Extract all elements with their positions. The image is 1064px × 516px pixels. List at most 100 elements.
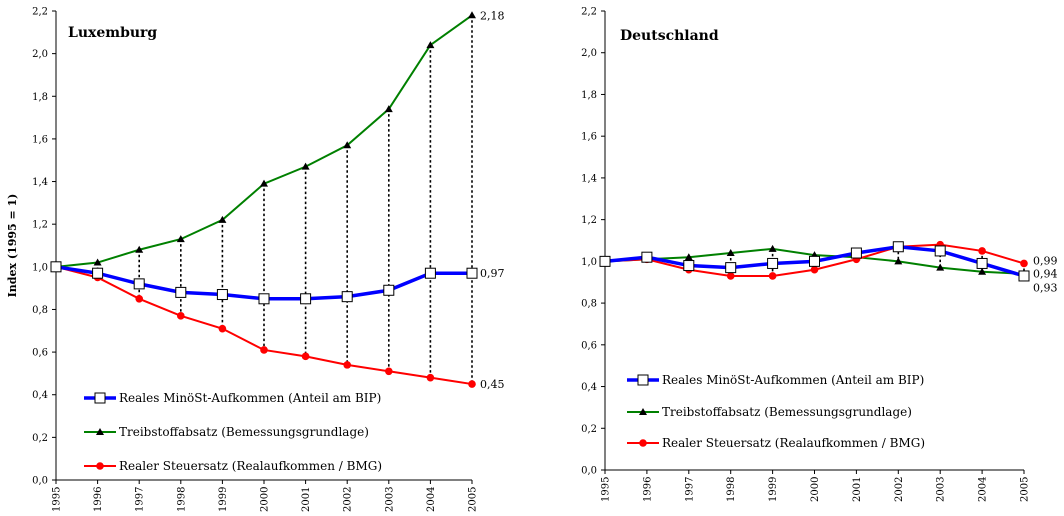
y-tick-label: 2,2 <box>581 7 597 18</box>
x-tick-label: 1995 <box>601 477 612 502</box>
y-tick-label: 1,8 <box>581 90 597 101</box>
y-tick-label: 1,2 <box>32 220 48 231</box>
y-tick-label: 1,0 <box>32 262 48 273</box>
y-tick-label: 2,2 <box>32 7 48 18</box>
x-tick-label: 1998 <box>726 477 737 502</box>
y-tick-label: 0,4 <box>581 382 597 393</box>
data-point-circle <box>96 462 104 470</box>
data-point-triangle <box>218 215 227 223</box>
data-point-circle <box>218 324 227 333</box>
legend-label: Treibstoffabsatz (Bemessungsgrundlage) <box>662 405 912 419</box>
data-point-square <box>683 260 695 272</box>
x-tick-label: 1996 <box>642 477 653 502</box>
data-point-triangle <box>301 162 310 170</box>
y-tick-label: 1,2 <box>581 215 597 226</box>
data-point-circle <box>1020 259 1028 268</box>
y-tick-label: 0,6 <box>32 348 48 359</box>
data-point-square <box>383 284 395 296</box>
x-tick-label: 1996 <box>93 487 104 512</box>
x-tick-label: 2003 <box>936 477 947 502</box>
x-tick-label: 2002 <box>343 487 354 512</box>
y-tick-label: 0,8 <box>32 305 48 316</box>
data-point-circle <box>135 294 143 303</box>
y-tick-label: 0,2 <box>32 433 48 444</box>
data-point-square <box>341 291 353 303</box>
x-tick-label: 2004 <box>426 487 437 512</box>
data-point-square <box>725 262 737 274</box>
data-point-square <box>934 245 946 257</box>
y-tick-label: 1,0 <box>581 257 597 268</box>
data-point-square <box>424 267 436 279</box>
y-tick-label: 0,2 <box>581 424 597 435</box>
data-point-triangle <box>260 179 268 187</box>
data-point-square <box>175 286 187 298</box>
data-point-square <box>133 278 145 290</box>
y-tick-label: 1,6 <box>32 134 48 145</box>
y-tick-label: 1,4 <box>32 177 48 188</box>
x-tick-label: 2005 <box>1020 477 1031 502</box>
y-tick-label: 0,4 <box>32 390 48 401</box>
y-tick-label: 0,8 <box>581 299 597 310</box>
data-point-triangle <box>468 11 476 19</box>
data-point-circle <box>768 272 777 280</box>
x-tick-label: 2000 <box>810 477 821 502</box>
data-point-square <box>809 255 820 267</box>
data-point-square <box>976 257 988 269</box>
data-point-triangle <box>768 244 777 252</box>
data-point-circle <box>426 373 435 382</box>
data-point-square <box>50 261 62 273</box>
legend-label: Realer Steuersatz (Realaufkommen / BMG) <box>119 459 382 473</box>
end-value-label: 0,94 <box>1033 267 1058 280</box>
data-point-square <box>216 289 228 301</box>
end-value-label: 0,45 <box>480 378 505 391</box>
data-point-square <box>599 255 611 267</box>
data-point-square <box>641 251 653 263</box>
chart-panel-1: 0,0 0,2 0,4 0,6 0,8 1,0 1,2 1,4 1,6 1,8 2,0 2,2 1995… <box>581 7 1057 503</box>
data-point-triangle <box>639 408 647 415</box>
data-point-circle <box>177 312 185 320</box>
y-tick-label: 1,6 <box>581 132 597 143</box>
data-point-circle <box>810 265 819 274</box>
legend-label: Reales MinöSt-Aufkommen (Anteil am BIP) <box>119 391 381 405</box>
data-point-square <box>850 247 862 259</box>
data-point-circle <box>468 380 476 388</box>
data-point-triangle <box>93 258 102 266</box>
chart-panel-0: 0,0 0,2 0,4 0,6 0,8 1,0 1,2 1,4 1,6 1,8 2,0 2,2 1995… <box>6 7 505 513</box>
data-point-circle <box>639 439 647 447</box>
data-point-triangle <box>135 245 144 253</box>
y-tick-label: 0,0 <box>32 476 48 487</box>
data-point-triangle <box>96 428 104 435</box>
y-tick-label: 0,6 <box>581 340 597 351</box>
legend-label: Realer Steuersatz (Realaufkommen / BMG) <box>662 436 925 450</box>
legend-label: Reales MinöSt-Aufkommen (Anteil am BIP) <box>662 373 924 387</box>
y-tick-label: 2,0 <box>32 49 48 60</box>
data-point-triangle <box>936 263 945 271</box>
end-value-label: 0,99 <box>1033 254 1058 267</box>
data-point-triangle <box>684 253 693 261</box>
x-tick-label: 2005 <box>468 487 479 512</box>
data-point-triangle <box>894 257 903 265</box>
x-tick-label: 2001 <box>301 487 312 512</box>
x-tick-label: 2003 <box>384 487 395 512</box>
x-tick-label: 1999 <box>768 477 779 502</box>
data-point-triangle <box>176 235 185 243</box>
data-point-square <box>637 374 649 386</box>
x-tick-label: 1999 <box>218 487 229 512</box>
x-tick-label: 1998 <box>176 487 187 512</box>
data-point-square <box>1018 270 1030 282</box>
y-tick-label: 2,0 <box>581 48 597 59</box>
data-point-circle <box>301 352 310 361</box>
x-tick-label: 2004 <box>978 477 989 502</box>
end-value-label: 0,93 <box>1033 281 1058 294</box>
data-point-circle <box>260 346 268 354</box>
chart-title: Luxemburg <box>68 25 157 41</box>
data-point-circle <box>385 367 393 376</box>
data-point-square <box>92 267 104 279</box>
x-tick-label: 1997 <box>684 477 695 502</box>
data-point-square <box>466 267 478 279</box>
data-point-circle <box>726 272 735 280</box>
end-value-label: 0,97 <box>480 267 505 280</box>
y-axis-label: Index (1995 = 1) <box>6 194 19 298</box>
x-tick-label: 2002 <box>894 477 905 502</box>
